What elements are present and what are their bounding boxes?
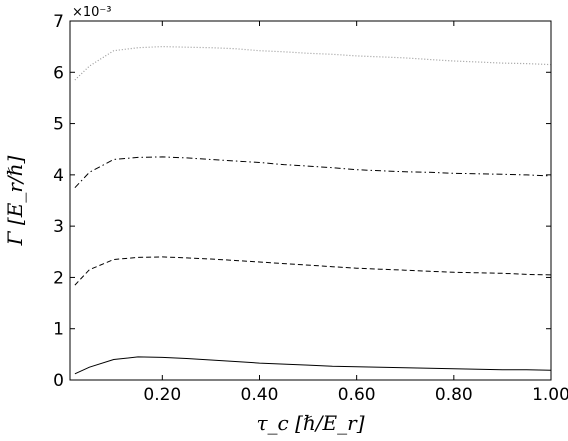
- y-tick-label: 2: [53, 268, 64, 288]
- x-tick-label: 0.80: [435, 385, 473, 405]
- x-tick-label: 0.40: [241, 385, 279, 405]
- x-tick-label: 1.00: [532, 385, 568, 405]
- x-axis-label: τ_c [ℏ/E_r]: [256, 411, 364, 435]
- labels-layer: 0.20 0.40 0.60 0.80 1.00 0 1 2 3 4 5 6 7: [53, 12, 568, 405]
- series-line-dashed: [74, 256, 552, 286]
- y-tick-label: 5: [53, 115, 64, 135]
- series-layer: [74, 45, 552, 375]
- ticks-layer: [70, 20, 552, 381]
- x-tick-label: 0.20: [143, 385, 181, 405]
- y-tick-label: 1: [53, 320, 64, 340]
- series-line-dotted: [74, 45, 552, 81]
- y-tick-label: 6: [53, 63, 64, 83]
- y-tick-label: 0: [53, 371, 64, 391]
- y-tick-label: 3: [53, 217, 64, 237]
- y-tick-label: 4: [53, 166, 64, 186]
- y-axis-label: Γ [E_r/ℏ]: [3, 155, 27, 246]
- y-multiplier-label: ×10⁻³: [72, 5, 112, 20]
- y-tick-label: 7: [53, 12, 64, 32]
- plot-frame: [69, 20, 552, 381]
- x-tick-label: 0.60: [338, 385, 376, 405]
- series-line-solid: [74, 356, 552, 375]
- series-line-dashdot: [74, 156, 552, 189]
